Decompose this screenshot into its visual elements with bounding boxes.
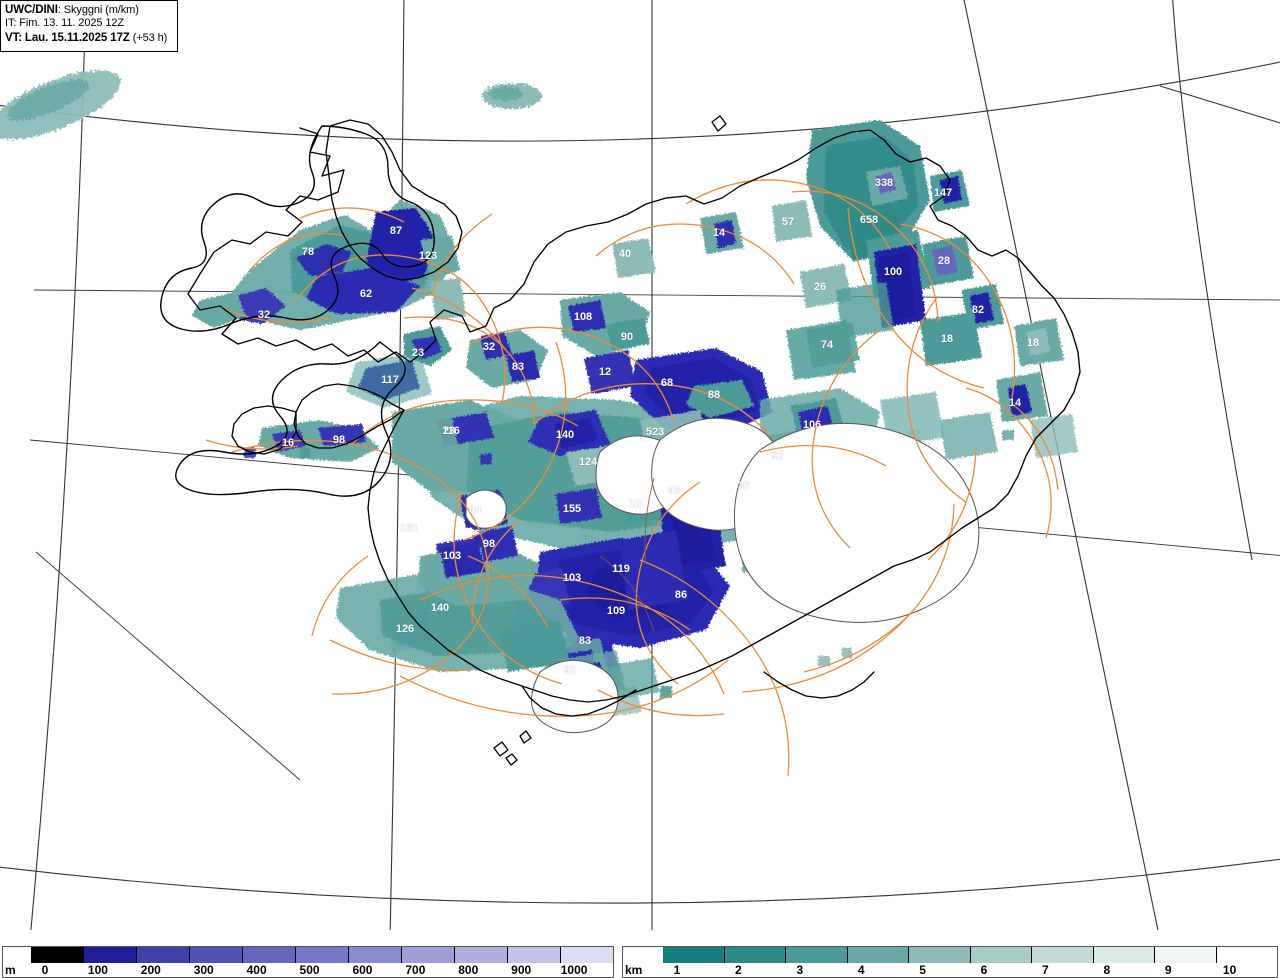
coast-snaefellsnes (293, 383, 405, 449)
colorbar-metres-unit: m (5, 963, 16, 977)
colorbar-swatch (84, 947, 137, 963)
colorbar-swatch (1093, 947, 1155, 963)
field-westfjords (192, 200, 466, 408)
colorbar-visibility-metres[interactable]: m 0 100 200 300 400 500 600 700 800 900 1000 (2, 946, 614, 978)
colorbar-tick-label: 300 (193, 963, 214, 977)
visibility-field (192, 120, 1078, 718)
glacier-outlines (465, 417, 980, 734)
colorbar-tick-label: 100 (87, 963, 108, 977)
legend-line-init: IT: Fim. 13. 11. 2025 12Z (5, 17, 174, 30)
field-south (336, 494, 660, 718)
colorbar-tick-label: 7 (1042, 963, 1049, 977)
colorbar-kilometres-swatches (663, 947, 1277, 963)
coast-main-outline (187, 127, 1081, 703)
colorbar-metres-swatches (31, 947, 613, 963)
colorbar-swatch (402, 947, 455, 963)
colorbar-tick-label: 3 (796, 963, 804, 977)
colorbar-swatch (137, 947, 190, 963)
island-westman-2 (505, 753, 518, 766)
colorbar-swatch (455, 947, 508, 963)
valid-time-value: Lau. 15.11.2025 17Z (24, 31, 130, 44)
coast-southeast-detail (763, 671, 875, 699)
colorbar-tick-label: 1000 (560, 963, 588, 977)
graticule-meridian-4 (963, 0, 1159, 930)
map-info-legend: UWC/DINI: Skyggni (m/km) IT: Fim. 13. 11… (0, 0, 178, 52)
colorbar-tick-label: 800 (458, 963, 479, 977)
colorbar-tick-label: 10 (1222, 963, 1237, 977)
colorbar-swatch (1155, 947, 1217, 963)
colorbar-tick-label: 2 (735, 963, 742, 977)
coast-west-peninsulas (175, 341, 406, 497)
colorbar-tick-label: 900 (511, 963, 532, 977)
coastline (160, 125, 435, 497)
colorbar-swatch (663, 947, 725, 963)
coastline-iceland (187, 115, 1081, 766)
vatnajokull-outline (733, 422, 980, 623)
colorbar-panel: m 0 100 200 300 400 500 600 700 800 900 1000 km 1 2… (0, 930, 1280, 978)
colorbar-visibility-kilometres[interactable]: km 1 2 3 4 5 6 7 8 9 10 (622, 946, 1278, 978)
lead-time-value: (+53 h) (132, 31, 168, 44)
colorbar-tick-label: 200 (140, 963, 161, 977)
colorbar-swatch (31, 947, 84, 963)
valid-time-label: VT: (5, 31, 22, 44)
legend-line-valid: VT: Lau. 15.11.2025 17Z (+53 h) (5, 31, 174, 45)
island-westman-3 (519, 730, 532, 744)
coast-snaefellsnes-tip (231, 405, 297, 455)
colorbar-swatch (508, 947, 561, 963)
colorbar-swatch (190, 947, 243, 963)
colorbar-swatch (970, 947, 1032, 963)
colorbar-swatch (296, 947, 349, 963)
colorbar-tick-label: 0 (41, 963, 49, 977)
eiriksjokull-outline (465, 489, 507, 529)
legend-line-model: UWC/DINI: Skyggni (m/km) (5, 4, 139, 16)
graticule-parallel-top (0, 61, 1280, 142)
road-network (205, 179, 1059, 777)
colorbar-tick-label: 8 (1103, 963, 1111, 977)
colorbar-kilometres-unit: km (625, 963, 643, 977)
colorbar-tick-label: 400 (246, 963, 267, 977)
iceland-visibility-map[interactable] (0, 0, 1280, 930)
graticule-edge-ne (1159, 85, 1280, 124)
island-grimsey (711, 115, 727, 132)
island-westman-1 (493, 741, 509, 757)
graticule-meridian-5 (1172, 0, 1253, 561)
colorbar-tick-label: 6 (980, 963, 988, 977)
offshore-visibility-patches (0, 70, 542, 140)
myrdalsjokull-outline (531, 659, 619, 734)
colorbar-tick-label: 500 (299, 963, 320, 977)
graticule-diagonal-sw (35, 551, 301, 781)
colorbar-swatch (243, 947, 296, 963)
colorbar-tick-label: 9 (1164, 963, 1172, 977)
colorbar-tick-label: 600 (352, 963, 373, 977)
parameter-name: Skyggni (m/km) (63, 4, 139, 16)
graticule-meridian-1 (30, 0, 87, 930)
field-northeast (786, 120, 1078, 460)
coast-south-detail (521, 685, 637, 717)
colorbar-tick-label: 5 (919, 963, 926, 977)
init-time-value: Fim. 13. 11. 2025 12Z (19, 17, 124, 30)
colorbar-kilometres-labels: km 1 2 3 4 5 6 7 8 9 10 (623, 963, 1277, 978)
colorbar-swatch (724, 947, 786, 963)
colorbar-swatch (349, 947, 402, 963)
graticule-parallel-bottom (0, 858, 1280, 904)
colorbar-tick-label: 700 (405, 963, 426, 977)
colorbar-tick-label: 1 (673, 963, 681, 977)
coast-westfjords-detail (325, 119, 463, 281)
colorbar-metres-labels: m 0 100 200 300 400 500 600 700 800 900 1000 (3, 963, 613, 978)
coast-westfjords (160, 125, 435, 332)
colorbar-swatch (561, 947, 613, 963)
colorbar-swatch (1032, 947, 1094, 963)
colorbar-tick-label: 4 (857, 963, 865, 977)
colorbar-swatch (847, 947, 909, 963)
region-boundaries (599, 477, 655, 633)
colorbar-swatch (786, 947, 848, 963)
init-time-label: IT: (5, 17, 17, 30)
model-name: UWC/DINI (5, 4, 58, 16)
colorbar-swatch (909, 947, 971, 963)
colorbar-swatch (1216, 947, 1277, 963)
map-canvas[interactable]: 78 87 123 62 32 23 117 23 16 98 40 14 57 26 338 147 658 1… (0, 0, 1280, 930)
